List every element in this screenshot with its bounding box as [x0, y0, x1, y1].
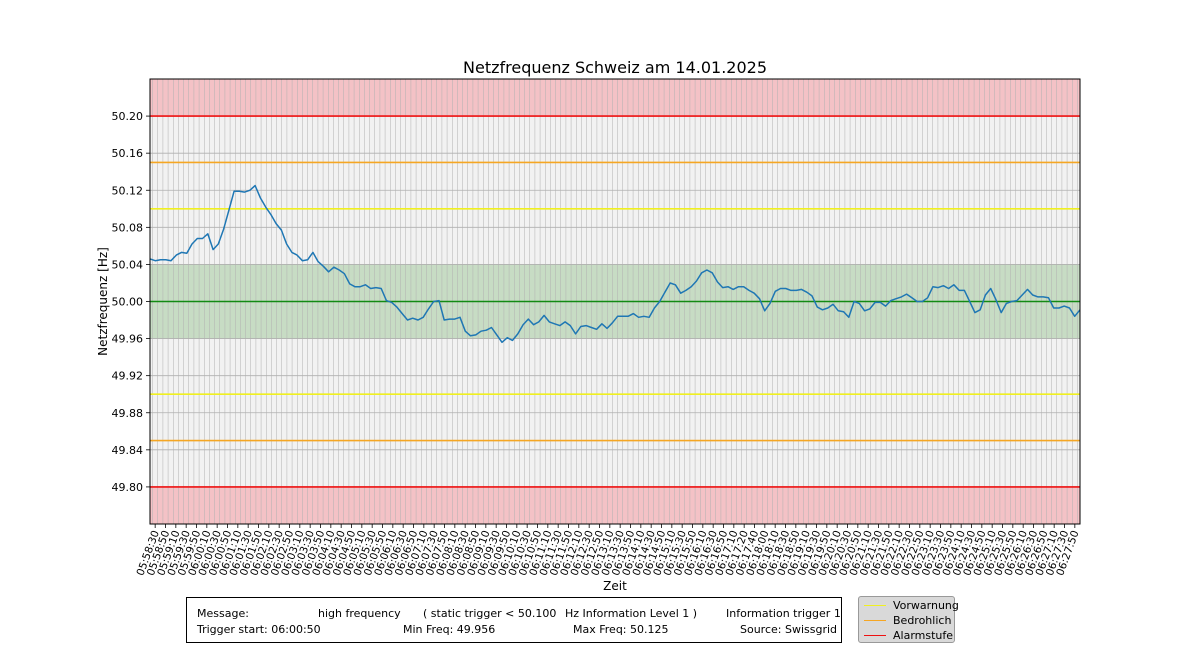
legend-swatch-orange — [864, 620, 886, 621]
message-value: high frequency — [318, 607, 401, 620]
ytick-label: 50.20 — [112, 110, 144, 123]
legend-swatch-yellow — [864, 605, 886, 606]
band-0 — [150, 79, 1080, 117]
message-label: Message: — [197, 607, 249, 620]
band-2 — [150, 486, 1080, 524]
ytick-label: 50.00 — [112, 296, 144, 309]
chart-title: Netzfrequenz Schweiz am 14.01.2025 — [463, 58, 767, 77]
ytick-label: 49.80 — [112, 481, 144, 494]
legend-swatch-red — [864, 635, 886, 636]
max-freq: Max Freq: 50.125 — [573, 623, 669, 636]
info-box: Message: high frequency ( static trigger… — [186, 597, 842, 643]
source-text: Source: Swissgrid — [740, 623, 838, 636]
legend-label: Bedrohlich — [893, 614, 952, 627]
min-freq: Min Freq: 49.956 — [403, 623, 496, 636]
series-line — [149, 184, 1081, 344]
ytick-label: 49.88 — [112, 407, 144, 420]
ytick-label: 49.96 — [112, 333, 144, 346]
trigger-text: ( static trigger < 50.100 — [423, 607, 557, 620]
legend-item-bedrohlich: Bedrohlich — [864, 613, 951, 628]
ytick-label: 49.84 — [112, 444, 144, 457]
legend-label: Alarmstufe — [893, 629, 954, 642]
ytick-label: 49.92 — [112, 370, 144, 383]
ytick-label: 50.16 — [112, 147, 144, 160]
trigger-start: Trigger start: 06:00:50 — [197, 623, 321, 636]
ytick-label: 50.04 — [112, 258, 144, 271]
legend: Vorwarnung Bedrohlich Alarmstufe — [858, 596, 959, 643]
x-axis-label: Zeit — [603, 579, 627, 593]
level-text: Hz Information Level 1 ) — [565, 607, 698, 620]
ytick-label: 50.08 — [112, 221, 144, 234]
info-trigger: Information trigger 1 — [726, 607, 841, 620]
legend-label: Vorwarnung — [893, 599, 959, 612]
y-axis-label: Netzfrequenz [Hz] — [96, 247, 110, 356]
legend-item-alarmstufe: Alarmstufe — [864, 628, 953, 643]
ytick-label: 50.12 — [112, 184, 144, 197]
legend-item-vorwarnung: Vorwarnung — [864, 598, 959, 613]
